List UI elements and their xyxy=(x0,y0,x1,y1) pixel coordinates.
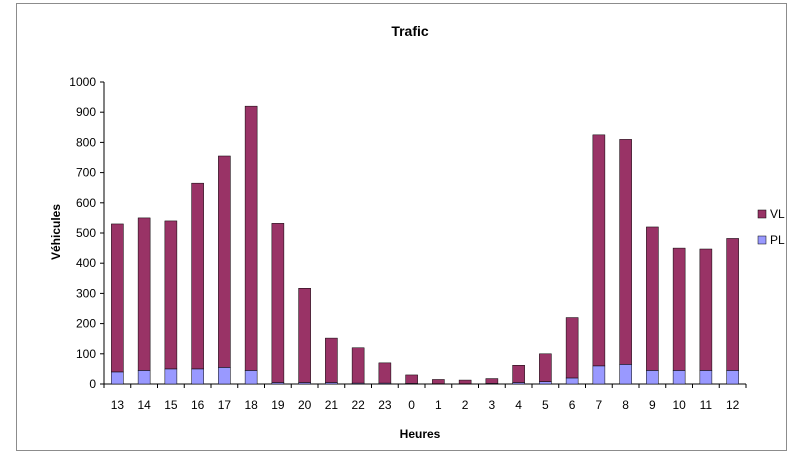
chart-title: Trafic xyxy=(391,23,429,39)
bar-vl xyxy=(539,353,552,382)
bar-vl xyxy=(565,317,579,379)
y-axis-title: Véhicules xyxy=(49,204,63,260)
x-tick-label: 10 xyxy=(672,398,686,412)
bar-pl xyxy=(672,370,686,385)
x-tick-label: 3 xyxy=(489,398,496,412)
x-tick-label: 17 xyxy=(218,398,232,412)
x-tick-label: 22 xyxy=(351,398,365,412)
bar-vl xyxy=(218,155,231,368)
bar-vl xyxy=(111,223,124,373)
x-tick-label: 14 xyxy=(137,398,151,412)
bar-vl xyxy=(137,217,151,371)
bar-vl xyxy=(298,288,311,383)
y-tick-label: 1000 xyxy=(69,75,96,89)
bar-vl xyxy=(432,379,445,384)
bar-pl xyxy=(244,370,258,385)
bar-pl xyxy=(191,368,204,385)
bar-pl xyxy=(539,381,552,385)
bar-pl xyxy=(111,371,124,385)
bar-vl xyxy=(191,182,204,370)
bar-vl xyxy=(726,238,739,371)
bar-vl xyxy=(672,247,686,371)
bar-pl xyxy=(646,370,659,385)
bar-vl xyxy=(646,226,659,371)
x-tick-label: 21 xyxy=(325,398,339,412)
x-tick-label: 0 xyxy=(408,398,415,412)
x-tick-label: 4 xyxy=(515,398,522,412)
x-tick-label: 13 xyxy=(111,398,125,412)
legend-swatch-vl xyxy=(757,209,767,219)
bar-pl xyxy=(592,365,606,385)
legend-swatch-pl xyxy=(757,235,767,245)
x-axis-title: Heures xyxy=(400,427,441,441)
bar-pl xyxy=(619,364,632,385)
x-tick-label: 7 xyxy=(596,398,603,412)
bar-vl xyxy=(164,220,178,370)
y-tick-label: 100 xyxy=(76,347,96,361)
bar-vl xyxy=(244,105,258,371)
x-tick-label: 1 xyxy=(435,398,442,412)
bar-vl xyxy=(458,379,472,384)
x-tick-label: 8 xyxy=(622,398,629,412)
bar-pl xyxy=(726,370,739,385)
x-tick-label: 23 xyxy=(378,398,392,412)
bar-vl xyxy=(512,365,525,383)
x-tick-label: 20 xyxy=(298,398,312,412)
y-tick-label: 800 xyxy=(76,135,96,149)
legend: VL PL xyxy=(757,207,785,247)
bar-vl xyxy=(271,223,285,383)
x-tick-label: 5 xyxy=(542,398,549,412)
x-tick-label: 16 xyxy=(191,398,205,412)
bar-vl xyxy=(485,378,499,384)
x-tick-label: 11 xyxy=(700,398,713,412)
bar-pl xyxy=(565,377,579,385)
y-tick-label: 500 xyxy=(76,226,96,240)
bar-vl xyxy=(325,337,338,383)
y-tick-label: 200 xyxy=(76,317,96,331)
legend-label-vl: VL xyxy=(770,207,785,221)
y-tick-label: 400 xyxy=(76,256,96,270)
legend-label-pl: PL xyxy=(770,233,785,247)
x-tick-label: 6 xyxy=(569,398,576,412)
x-tick-label: 19 xyxy=(271,398,285,412)
bar-vl xyxy=(378,362,392,384)
x-tick-label: 12 xyxy=(726,398,740,412)
y-tick-label: 900 xyxy=(76,105,96,119)
x-tick-label: 9 xyxy=(649,398,656,412)
bar-pl xyxy=(699,370,713,385)
bar-vl xyxy=(351,347,365,384)
x-tick-label: 18 xyxy=(244,398,258,412)
bar-vl xyxy=(699,248,713,371)
bar-vl xyxy=(592,134,606,367)
x-tick-label: 15 xyxy=(164,398,178,412)
y-tick-label: 600 xyxy=(76,196,96,210)
y-tick-label: 0 xyxy=(89,377,96,391)
y-tick-label: 700 xyxy=(76,166,96,180)
bar-pl xyxy=(137,370,151,385)
bar-pl xyxy=(218,367,231,385)
y-tick-label: 300 xyxy=(76,286,96,300)
bar-vl xyxy=(619,139,632,365)
bars xyxy=(111,105,739,385)
bar-vl xyxy=(405,374,418,384)
bar-pl xyxy=(164,368,178,385)
x-tick-label: 2 xyxy=(462,398,469,412)
